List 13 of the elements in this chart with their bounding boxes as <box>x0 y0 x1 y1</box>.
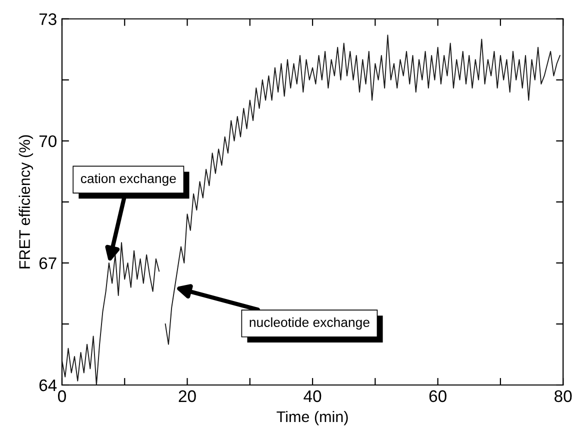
x-tick-label: 40 <box>304 390 322 402</box>
y-tick-label: 64 <box>39 379 57 392</box>
x-axis-title: Time (min) <box>276 410 348 426</box>
x-tick-label: 20 <box>178 390 196 402</box>
y-tick-label: 70 <box>39 135 56 148</box>
x-tick-label: 80 <box>554 390 572 402</box>
annotation: nucleotide exchange <box>250 317 370 330</box>
x-tick-label: 0 <box>58 390 66 402</box>
y-axis-title: FRET efficiency (%) <box>18 135 34 268</box>
annotation: cation exchange <box>80 173 176 186</box>
y-tick-label: 73 <box>39 13 56 26</box>
y-tick-label: 67 <box>39 257 56 270</box>
x-tick-label: 60 <box>429 390 446 402</box>
